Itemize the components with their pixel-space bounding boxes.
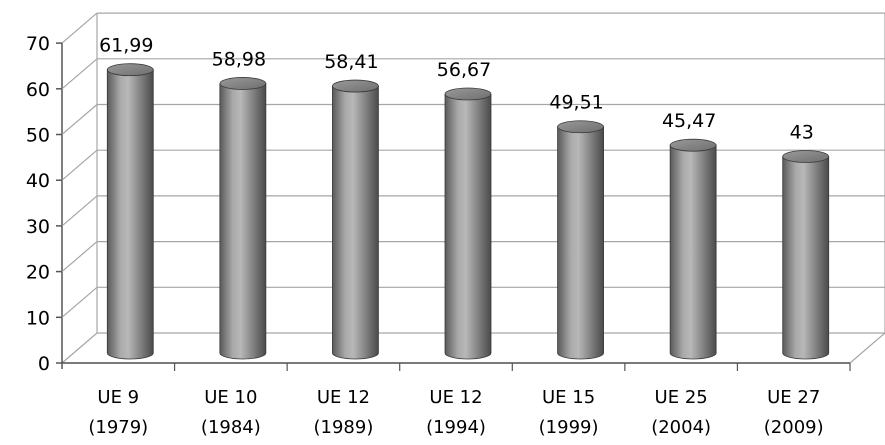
bar [332, 79, 379, 360]
bar-top [557, 120, 604, 134]
bar [782, 150, 830, 360]
bar [669, 138, 717, 360]
y-tick-label: 60 [26, 79, 50, 101]
category-label-line2: (1979) [88, 417, 148, 438]
y-axis-ticks: 0 10 20 30 40 50 60 70 [26, 33, 62, 375]
plot-frame [60, 13, 885, 369]
category-label-line1: UE 27 [767, 387, 820, 408]
bar-body [782, 156, 830, 360]
bar-body [444, 93, 492, 360]
gridline-side [61, 286, 98, 318]
category-label-line1: UE 25 [655, 387, 708, 408]
category-label-line2: (1999) [539, 417, 599, 438]
bar-body [106, 69, 154, 360]
bar-body [219, 83, 267, 360]
data-labels: 61,99 58,98 58,41 56,67 49,51 45,47 43 [99, 35, 814, 144]
bar-top [444, 87, 492, 101]
y-tick-label: 0 [38, 353, 50, 375]
gridline-side [61, 149, 98, 181]
y-tick-label: 30 [26, 216, 50, 238]
bar-top [669, 138, 717, 152]
category-label-line2: (1984) [201, 417, 261, 438]
category-label-line2: (1989) [313, 417, 373, 438]
data-label: 45,47 [662, 110, 716, 132]
gridline-side [61, 195, 98, 227]
y-tick-label: 70 [26, 33, 50, 55]
y-tick-label: 40 [26, 170, 50, 192]
gridline-side [61, 12, 98, 44]
gridline-side [61, 241, 98, 273]
bar-top [332, 79, 379, 93]
gridline-side [61, 104, 98, 135]
category-label-line1: UE 15 [542, 387, 595, 408]
data-label: 58,41 [324, 51, 378, 73]
y-tick-label: 10 [26, 307, 50, 329]
bar-body [332, 85, 379, 360]
category-label-line1: UE 10 [204, 387, 257, 408]
data-label: 49,51 [549, 92, 603, 114]
bar [219, 77, 267, 360]
gridline-side [61, 58, 98, 90]
bar-top [106, 63, 154, 77]
category-label-line1: UE 9 [97, 387, 139, 408]
category-labels: UE 9 (1979) UE 10 (1984) UE 12 (1989) UE 12 (19… [88, 363, 851, 438]
y-tick-label: 20 [26, 262, 50, 284]
bars [106, 63, 830, 360]
bar [557, 120, 604, 360]
bar [444, 87, 492, 360]
category-label-line2: (2004) [651, 417, 711, 438]
data-label: 43 [790, 121, 814, 143]
bar-top [782, 150, 830, 163]
category-label-line2: (2009) [764, 417, 824, 438]
bar-top [219, 77, 267, 90]
category-label-line2: (1994) [426, 417, 486, 438]
bar-body [557, 126, 604, 360]
data-label: 61,99 [99, 35, 153, 57]
y-tick-label: 50 [26, 125, 50, 147]
bar-body [669, 144, 717, 360]
data-label: 58,98 [212, 48, 266, 70]
data-label: 56,67 [437, 59, 491, 81]
bar [106, 63, 154, 360]
category-label-line1: UE 12 [429, 387, 482, 408]
category-label-line1: UE 12 [317, 387, 370, 408]
